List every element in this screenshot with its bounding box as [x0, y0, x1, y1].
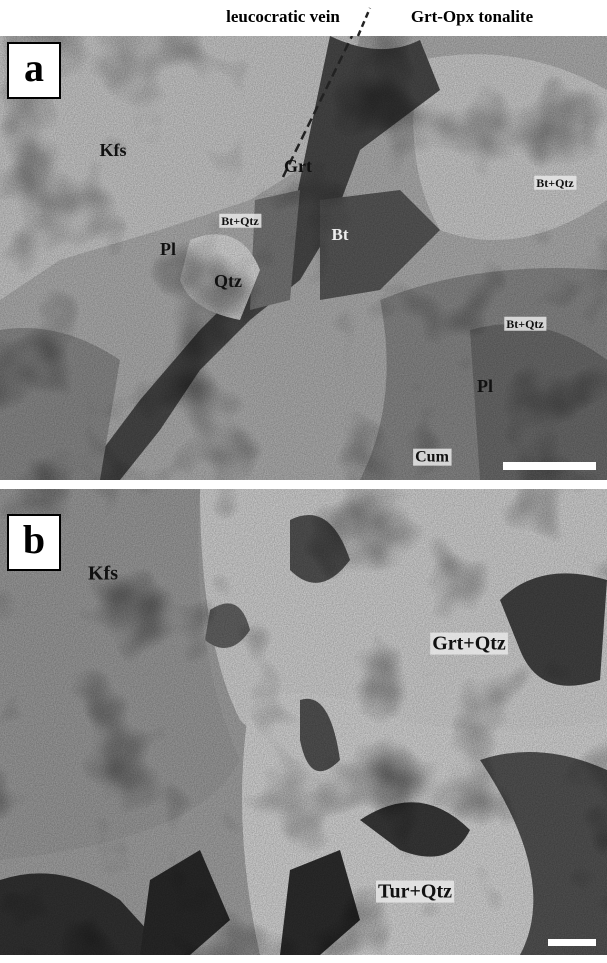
annotation: Bt+Qtz — [506, 317, 544, 331]
photo-a — [0, 36, 607, 480]
annotation: Kfs — [88, 563, 118, 585]
annotation: Grt+Qtz — [432, 633, 506, 655]
annotation: Qtz — [214, 271, 242, 291]
panel-label: b — [23, 517, 45, 562]
annotation: Pl — [160, 239, 176, 259]
page: leucocratic vein Grt-Opx tonalite a b Kfs G… — [0, 0, 607, 963]
figure: leucocratic vein Grt-Opx tonalite a b Kfs G… — [0, 0, 607, 963]
annotation: Pl — [477, 376, 493, 396]
annotation: Bt+Qtz — [221, 214, 259, 228]
vein-line — [358, 8, 370, 36]
annotation: Bt — [332, 225, 349, 244]
header-left: leucocratic vein — [226, 7, 340, 26]
photo-b — [0, 489, 607, 955]
header-right: Grt-Opx tonalite — [411, 7, 534, 26]
scale-bar — [503, 462, 596, 470]
annotation: Grt — [284, 156, 312, 176]
panel-label: a — [24, 45, 44, 90]
annotation: Tur+Qtz — [378, 881, 452, 903]
annotation: Cum — [415, 449, 449, 466]
annotation: Bt+Qtz — [536, 176, 574, 190]
scale-bar — [548, 939, 596, 946]
annotation: Kfs — [100, 140, 127, 160]
